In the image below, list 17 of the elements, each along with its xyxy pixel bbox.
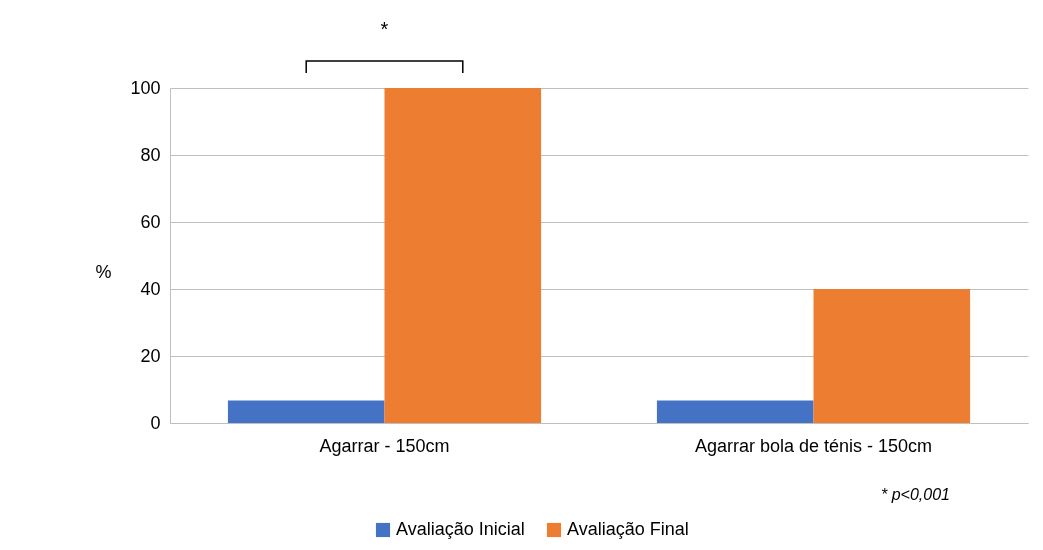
y-tick-label: 0 bbox=[150, 412, 161, 433]
bar bbox=[227, 400, 385, 423]
x-tick-label: Agarrar bola de ténis - 150cm bbox=[694, 435, 933, 456]
y-tick-label: 20 bbox=[140, 345, 161, 366]
legend-label: Avaliação Inicial bbox=[396, 519, 525, 539]
y-tick-label: 60 bbox=[140, 211, 161, 232]
y-tick-label: 80 bbox=[140, 144, 161, 165]
bar bbox=[813, 289, 971, 423]
y-axis-title: % bbox=[95, 261, 112, 282]
text: * p<0,001 bbox=[881, 486, 950, 503]
bar bbox=[656, 400, 814, 423]
legend-label: Avaliação Final bbox=[567, 519, 689, 539]
bar bbox=[384, 88, 542, 423]
y-tick-label: 100 bbox=[130, 77, 161, 98]
annotation: * bbox=[380, 18, 389, 40]
y-tick-label: 40 bbox=[140, 278, 161, 299]
x-tick-label: Agarrar - 150cm bbox=[319, 435, 450, 456]
